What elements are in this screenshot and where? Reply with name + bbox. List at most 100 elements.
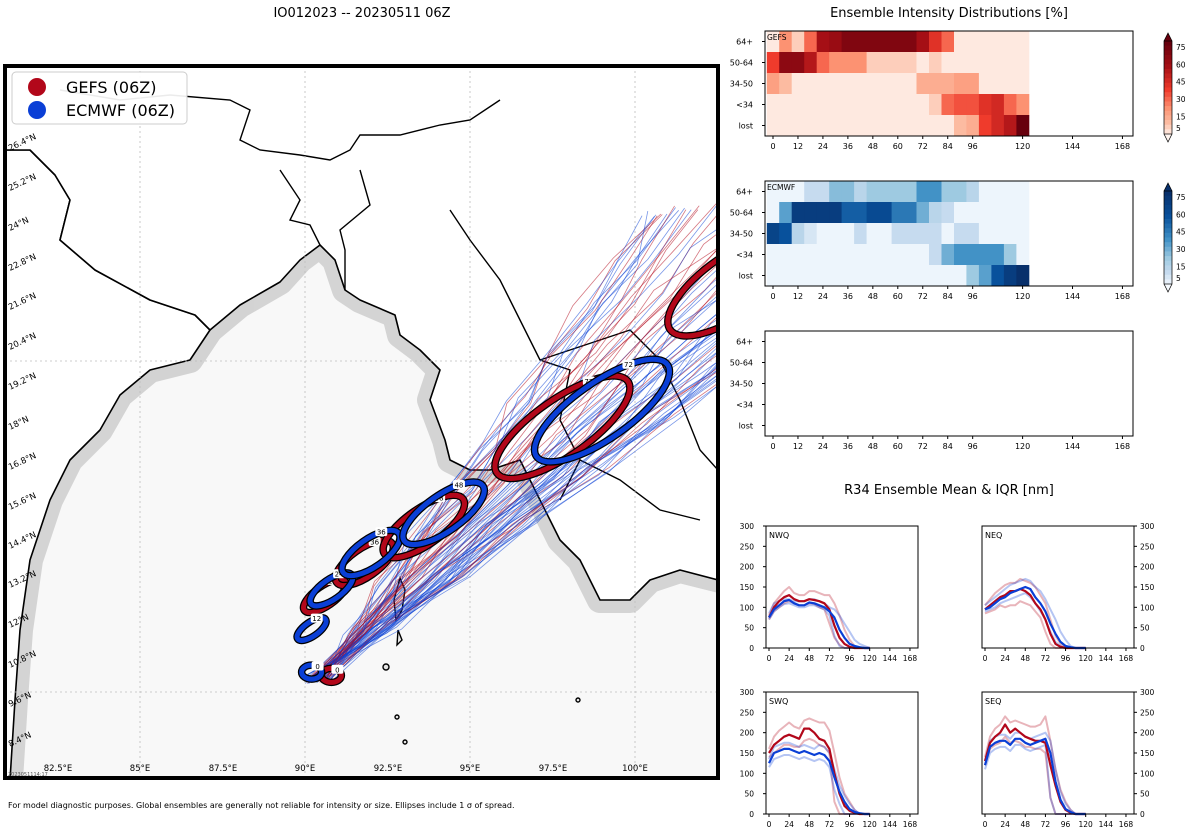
- colorbar-segment: [1164, 45, 1172, 51]
- heatmap-cell: [866, 181, 880, 203]
- lon-label: 100°E: [622, 764, 648, 774]
- r34-ytick-label: 150: [1140, 583, 1155, 592]
- heatmap-frame: [764, 30, 1134, 137]
- r34-ytick-label: 100: [740, 603, 755, 612]
- heatmap-xtick-label: 48: [868, 142, 878, 151]
- heatmap-cell: [929, 31, 942, 53]
- heatmap-panel: 64+ 50-64 34-50 <34 lost 0 12 24 36 48 60 72 84 96 120…: [730, 180, 1186, 301]
- heatmap-xtick-label: 36: [843, 142, 853, 151]
- r34-xtick-label: 120: [1079, 654, 1094, 663]
- r34-ytick-label: 50: [744, 790, 754, 799]
- heatmap-cell: [916, 223, 930, 245]
- heatmap-cell: [991, 52, 1005, 74]
- heatmap-cell: [779, 202, 793, 224]
- heatmap-cell: [916, 52, 930, 74]
- r34-ytick-label: 50: [1140, 624, 1150, 633]
- heatmap-xtick-label: 24: [818, 442, 828, 451]
- heatmap-cell: [929, 181, 942, 203]
- ensemble-track-line: [326, 312, 718, 684]
- ellipse-hour-label: 24: [335, 571, 344, 579]
- heatmap-cell: [941, 94, 955, 116]
- ellipse-hour-tag: 0: [331, 664, 344, 674]
- legend: GEFS (06Z) ECMWF (06Z): [11, 71, 188, 125]
- ensemble-track-line: [320, 384, 718, 677]
- main-title: IO012023 -- 20230511 06Z: [273, 6, 450, 21]
- heatmap-cell: [816, 244, 830, 266]
- heatmap-cell: [941, 265, 955, 287]
- heatmap-cell: [866, 31, 880, 53]
- heatmap-cell: [766, 73, 780, 95]
- heatmap-cell: [978, 94, 992, 116]
- heatmap-cell: [1016, 223, 1030, 245]
- colorbar-tick-label: 45: [1176, 228, 1186, 237]
- heatmap-cell: [854, 202, 867, 224]
- r34-xtick-label: 72: [825, 654, 835, 663]
- ellipse-hour-tag: 96: [753, 233, 765, 243]
- ellipse-tag-bg: [331, 664, 344, 674]
- heatmap-cell: [954, 265, 967, 287]
- heatmap-cell: [816, 94, 830, 116]
- heatmap-cell: [954, 244, 967, 266]
- heatmap-cell: [954, 31, 967, 53]
- heatmap-cell: [766, 31, 780, 53]
- colorbar-tick-label: 5: [1176, 124, 1181, 133]
- heatmap-cell: [841, 181, 855, 203]
- heatmap-xtick-label: 168: [1115, 292, 1130, 301]
- heatmap-cell: [1003, 265, 1017, 287]
- heatmap-cell: [879, 181, 892, 203]
- ellipse-tag-bg: [375, 527, 388, 537]
- heatmap-cell: [804, 31, 818, 53]
- r34-ytick-label: 150: [740, 583, 755, 592]
- ellipse-hour-label: 96: [754, 235, 763, 243]
- colorbar-tick-label: 45: [1176, 78, 1186, 87]
- ellipse-ring: [294, 615, 329, 643]
- heatmap-cell: [891, 52, 905, 74]
- ecmwf-iqr-upper: [984, 731, 1086, 815]
- gefs-mean-line: [768, 727, 870, 816]
- heatmap-cell: [804, 265, 818, 287]
- heatmap-cell: [941, 223, 955, 245]
- r34-xtick-label: 24: [784, 654, 794, 663]
- heatmap-cell: [891, 115, 905, 137]
- heatmap-xtick-label: 24: [818, 292, 828, 301]
- heatmap-cell: [904, 265, 917, 287]
- colorbar-segment: [1164, 270, 1172, 276]
- heatmap-cell: [866, 73, 880, 95]
- heatmap-cell: [779, 115, 793, 137]
- heatmap-cell: [791, 31, 805, 53]
- heatmap-cell: [841, 244, 855, 266]
- heatmap-row-label: <34: [736, 251, 753, 260]
- heatmap-cell: [1016, 202, 1030, 224]
- r34-ytick-label: 200: [1140, 563, 1155, 572]
- heatmap-cell: [929, 244, 942, 266]
- heatmap-cell: [829, 265, 843, 287]
- heatmap-cell: [816, 181, 830, 203]
- heatmap-cell: [966, 244, 980, 266]
- heatmap-cell: [791, 73, 805, 95]
- colorbar-segment: [1164, 96, 1172, 102]
- colorbar-extend-bottom: [1163, 133, 1173, 143]
- colorbar-segment: [1164, 59, 1172, 65]
- legend-marker-gefs: [28, 78, 46, 96]
- r34-ytick-label: 250: [740, 542, 755, 551]
- gefs-iqr-upper: [768, 717, 870, 815]
- heatmap-cell: [978, 202, 992, 224]
- r34-xtick-label: 120: [1079, 820, 1094, 829]
- heatmap-cell: [916, 94, 930, 116]
- gefs-mean-line: [983, 723, 1086, 816]
- heatmap-cell: [916, 181, 930, 203]
- heatmap-cell: [904, 181, 917, 203]
- colorbar-segment: [1164, 64, 1172, 70]
- colorbar-segment: [1164, 265, 1172, 271]
- heatmap-cell: [978, 31, 992, 53]
- heatmap-cell: [1003, 202, 1017, 224]
- heatmap-cell: [941, 181, 955, 203]
- ellipse-tag-bg: [311, 661, 324, 671]
- colorbar-segment: [1164, 73, 1172, 79]
- heatmap-cell: [904, 73, 917, 95]
- heatmap-cell: [791, 52, 805, 74]
- colorbar-tick-label: 5: [1176, 274, 1181, 283]
- heatmap-row-label: <34: [736, 101, 753, 110]
- heatmap-cell: [966, 223, 980, 245]
